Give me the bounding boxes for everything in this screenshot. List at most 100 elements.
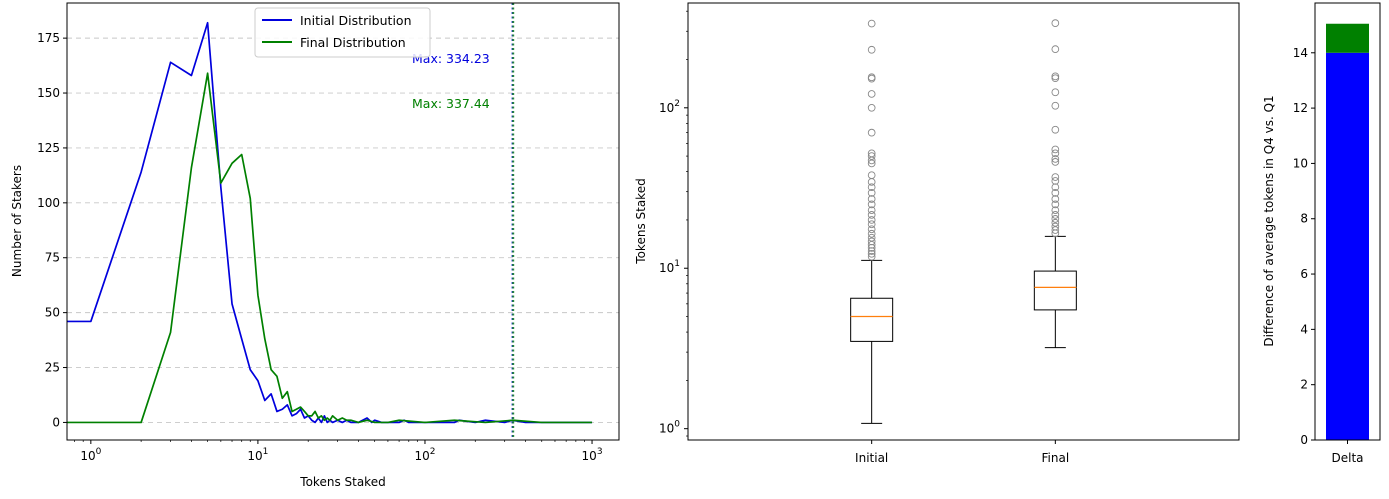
outlier-final	[1051, 45, 1060, 54]
outlier-initial	[867, 19, 876, 28]
p3-y-tick-label: 12	[1293, 101, 1308, 115]
p3-y-tick-label: 4	[1300, 322, 1308, 336]
delta-bar-chart: Delta 0 2 4 6 8 10 12 14 Difference of average …	[1262, 2, 1381, 465]
outlier-final	[1051, 125, 1060, 134]
outlier-initial	[867, 128, 876, 137]
p3-y-tick-label: 2	[1300, 378, 1308, 392]
outlier-initial	[867, 178, 876, 186]
outlier-final	[1051, 149, 1060, 158]
p3-x-tick-label: Delta	[1331, 451, 1363, 465]
outlier-initial	[867, 237, 876, 246]
p3-y-tick-label: 6	[1300, 267, 1308, 281]
p2-y-tick-label: 101	[659, 259, 680, 275]
p1-y-tick-label: 50	[45, 306, 60, 320]
outlier-final	[1051, 101, 1060, 110]
outlier-initial	[867, 90, 876, 98]
outlier-final	[1051, 218, 1060, 227]
outlier-initial	[867, 152, 876, 160]
p1-y-tick-label: 175	[37, 31, 60, 45]
p1-y-label: Number of Stakers	[10, 165, 24, 277]
box-initial	[850, 19, 894, 424]
p1-y-tick-label: 0	[52, 415, 60, 429]
p1-x-tick-label: 101	[247, 447, 268, 463]
outlier-initial	[867, 225, 876, 234]
outlier-final	[1051, 206, 1060, 215]
outlier-final	[1051, 226, 1060, 234]
p1-lines	[67, 21, 593, 424]
outlier-final	[1051, 72, 1060, 81]
outlier-initial	[867, 216, 876, 224]
p1-vlines	[511, 3, 515, 440]
p3-y-tick-label: 0	[1300, 433, 1308, 447]
outlier-final	[1051, 195, 1060, 203]
p1-y-ticks: 0 25 50 75 100 125 150 175	[37, 31, 67, 429]
outlier-initial	[867, 45, 876, 54]
iqr-box-initial	[850, 297, 894, 342]
box-final	[1033, 19, 1077, 349]
outlier-initial	[867, 249, 876, 258]
p3-y-label: Difference of average tokens in Q4 vs. Q…	[1262, 95, 1276, 346]
series-line-initial	[67, 21, 593, 424]
p1-y-tick-label: 100	[37, 196, 60, 210]
p1-x-tick-label: 103	[582, 447, 603, 463]
outlier-final	[1051, 200, 1060, 209]
p1-x-tick-label: 100	[80, 447, 101, 463]
p1-y-tick-label: 150	[37, 86, 60, 100]
outlier-initial	[867, 73, 876, 82]
p1-x-ticks: 100 101 102 103	[74, 440, 603, 463]
delta-bar-segment-1	[1326, 52, 1369, 440]
outlier-initial	[867, 189, 876, 197]
legend-label-initial: Initial Distribution	[300, 13, 412, 28]
outlier-final	[1051, 173, 1060, 181]
outlier-initial	[867, 206, 876, 215]
p2-x-ticks: Initial Final	[855, 440, 1069, 465]
p1-y-tick-label: 75	[45, 251, 60, 265]
outlier-initial	[867, 229, 876, 238]
outlier-final	[1051, 211, 1060, 219]
outlier-initial	[867, 211, 876, 219]
legend-label-final: Final Distribution	[300, 35, 406, 50]
outlier-final	[1051, 222, 1060, 231]
p2-y-tick-label: 100	[659, 420, 680, 436]
outlier-initial	[867, 195, 876, 203]
p1-x-label: Tokens Staked	[299, 475, 385, 489]
outlier-final	[1051, 158, 1060, 166]
outlier-initial	[867, 220, 876, 229]
p1-annotation-1: Max: 334.23	[412, 51, 490, 66]
outlier-initial	[867, 200, 876, 209]
outlier-final	[1051, 155, 1060, 163]
p2-boxes	[850, 19, 1077, 424]
p1-legend: Initial Distribution Final Distribution	[254, 7, 431, 58]
p1-grid	[67, 37, 619, 423]
outlier-initial	[867, 149, 876, 158]
p3-x-ticks: Delta	[1331, 440, 1364, 465]
p2-y-label: Tokens Staked	[634, 178, 648, 264]
outlier-initial	[867, 171, 876, 180]
p1-x-tick-label: 102	[414, 447, 435, 463]
p3-y-tick-label: 14	[1293, 46, 1308, 60]
p3-bars	[1326, 23, 1369, 440]
outlier-final	[1051, 183, 1060, 192]
delta-bar-segment-2	[1326, 23, 1369, 53]
outlier-initial	[867, 159, 876, 168]
p1-y-tick-label: 125	[37, 141, 60, 155]
outlier-final	[1051, 189, 1060, 197]
p1-y-tick-label: 25	[45, 361, 60, 375]
outlier-initial	[867, 247, 876, 255]
boxplot-chart: Initial Final 100 101 102 Tokens Staked	[634, 2, 1240, 465]
p2-y-ticks: 100 101 102	[659, 10, 688, 437]
legend-box	[254, 7, 431, 58]
outlier-final	[1051, 19, 1060, 27]
p2-frame	[687, 2, 1240, 441]
series-line-final	[67, 72, 593, 424]
p1-annotation-2: Max: 337.44	[412, 96, 490, 111]
p3-y-tick-label: 10	[1293, 156, 1308, 170]
outlier-initial	[867, 183, 876, 192]
outlier-final	[1051, 177, 1060, 185]
distribution-chart: 100 101 102 103 0 25 50 75 100 125 150 175 Max: 33…	[10, 2, 620, 489]
outlier-initial	[867, 103, 876, 112]
p2-x-tick-label: Initial	[855, 451, 888, 465]
outlier-final	[1051, 215, 1060, 223]
outlier-initial	[867, 233, 876, 242]
